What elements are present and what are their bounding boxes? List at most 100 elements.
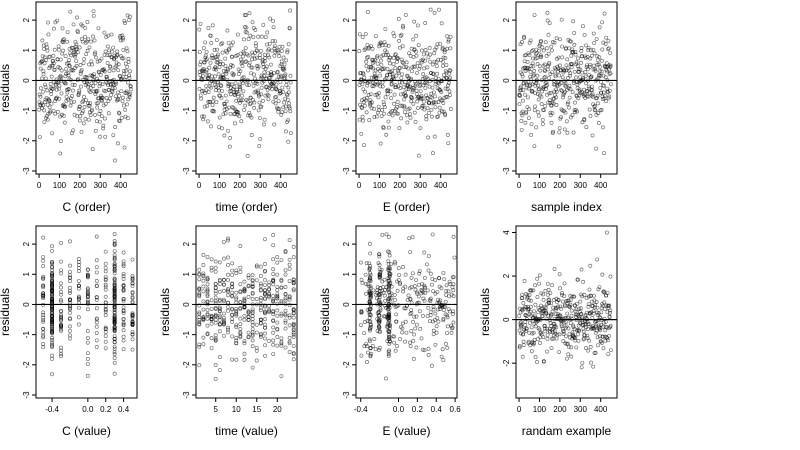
residual-point	[52, 26, 56, 31]
residual-point	[50, 356, 55, 361]
residual-point	[280, 85, 285, 90]
residual-point	[121, 305, 126, 310]
residual-point	[229, 82, 234, 87]
residual-point	[117, 73, 122, 78]
residual-point	[541, 335, 546, 340]
residual-point	[282, 62, 287, 67]
residual-point	[431, 328, 436, 333]
residual-point	[607, 333, 611, 338]
residual-point	[75, 50, 80, 55]
residual-point	[108, 64, 113, 69]
residual-point	[378, 84, 383, 89]
residual-point	[250, 297, 255, 301]
residual-point	[291, 287, 296, 292]
residual-point	[585, 327, 590, 332]
residual-point	[557, 126, 562, 131]
residual-point	[209, 55, 214, 60]
residual-point	[257, 100, 262, 105]
residual-point	[271, 352, 276, 356]
residual-point	[519, 118, 524, 123]
residual-point	[213, 88, 218, 93]
residual-point	[562, 281, 567, 286]
residual-point	[569, 345, 574, 350]
residual-point	[291, 334, 296, 339]
residual-point	[219, 95, 224, 100]
x-tick-label: 20	[273, 405, 282, 414]
residual-point	[223, 111, 228, 116]
residual-point	[197, 291, 202, 296]
residual-point	[208, 124, 213, 129]
residual-point	[267, 293, 272, 298]
residual-point	[558, 37, 563, 42]
residual-point	[375, 328, 380, 333]
residual-point	[59, 323, 63, 328]
y-axis-label: residuals	[318, 64, 332, 112]
residual-point	[365, 307, 370, 312]
residual-point	[596, 101, 600, 106]
residual-point	[537, 64, 542, 69]
residual-point	[112, 319, 117, 324]
residual-point	[527, 298, 532, 303]
residual-point	[247, 102, 252, 107]
residual-point	[209, 346, 214, 351]
residual-point	[601, 320, 606, 325]
residual-point	[37, 135, 42, 139]
residual-point	[425, 65, 430, 70]
residual-point	[221, 277, 226, 282]
y-tick-label: -1	[342, 107, 351, 115]
x-axis-label: C (order)	[62, 200, 110, 214]
residual-point	[59, 290, 63, 294]
residual-point	[242, 13, 247, 18]
residual-point	[205, 282, 210, 287]
residual-point	[201, 342, 206, 347]
residual-point	[370, 46, 375, 51]
residual-point	[68, 328, 72, 333]
residual-point	[128, 91, 133, 96]
residual-point	[552, 321, 557, 326]
residual-point	[591, 293, 596, 298]
residual-point	[217, 281, 222, 286]
residual-point	[391, 334, 396, 339]
residual-point	[103, 346, 108, 351]
residual-point	[447, 279, 452, 284]
residual-point	[429, 95, 434, 100]
residual-point	[76, 279, 81, 284]
residual-point	[398, 86, 403, 91]
residual-point	[94, 345, 99, 349]
residual-point	[255, 81, 260, 86]
residual-point	[59, 240, 63, 245]
residual-point	[562, 68, 567, 73]
residual-point	[393, 305, 398, 310]
residual-point	[548, 291, 553, 295]
residual-point	[525, 59, 530, 64]
residual-point	[234, 300, 239, 305]
residual-point	[43, 100, 47, 105]
residual-point	[427, 84, 432, 89]
residual-point	[522, 59, 527, 64]
residual-point	[396, 70, 401, 75]
residual-point	[592, 41, 597, 45]
residual-point	[363, 32, 368, 37]
residual-point	[230, 281, 235, 286]
residual-point	[50, 342, 55, 347]
residual-point	[608, 63, 613, 68]
residual-point	[263, 52, 267, 57]
residual-point	[529, 325, 534, 330]
residual-point	[387, 265, 392, 270]
residual-point	[258, 53, 263, 58]
y-tick-label: 0	[182, 302, 191, 307]
residual-point	[378, 306, 383, 311]
residual-point	[130, 281, 135, 286]
y-tick-label: -2	[22, 137, 31, 145]
residual-point	[601, 83, 606, 88]
residual-point	[283, 320, 288, 325]
residual-point	[376, 261, 381, 266]
residual-point	[222, 102, 227, 106]
residual-point	[258, 308, 263, 313]
residual-point	[536, 110, 541, 115]
residual-point	[522, 279, 527, 283]
residual-point	[545, 336, 550, 341]
residual-point	[213, 74, 217, 79]
